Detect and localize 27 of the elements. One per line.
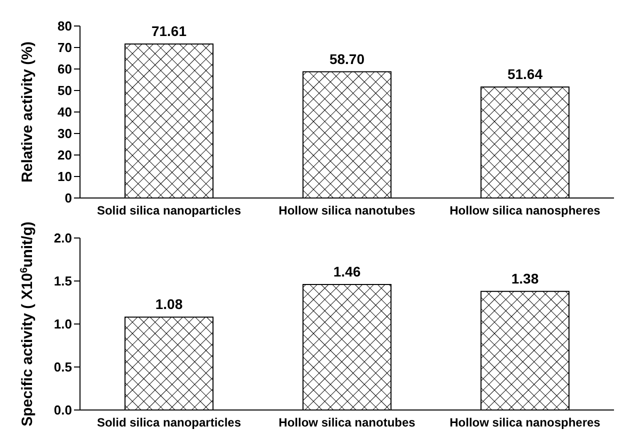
y-tick-label: 0.0 — [54, 402, 72, 418]
data-label: 1.46 — [333, 263, 361, 280]
data-label: 71.61 — [151, 23, 187, 40]
data-label: 1.08 — [155, 296, 183, 312]
y-tick-label: 70 — [58, 40, 72, 56]
x-tick-label: Hollow silica nanotubes — [278, 204, 416, 218]
x-tick-label: Hollow silica nanospheres — [450, 204, 601, 218]
y-tick-label: 2.0 — [54, 230, 72, 246]
data-label: 58.70 — [329, 50, 365, 67]
data-label: 51.64 — [507, 66, 543, 82]
y-tick-label: 0.5 — [54, 360, 72, 375]
y-tick-label: 0 — [64, 190, 72, 206]
x-tick-label: Hollow silica nanospheres — [450, 416, 601, 430]
x-tick-label: Hollow silica nanotubes — [278, 416, 416, 430]
x-tick-label: Solid silica nanoparticles — [96, 204, 242, 218]
y-tick-label: 1.5 — [54, 274, 72, 289]
y-tick-label: 20 — [58, 148, 72, 163]
y-tick-label: 80 — [58, 18, 72, 34]
y-tick-label: 1.0 — [54, 316, 72, 332]
y-tick-label: 50 — [58, 83, 72, 98]
data-label: 1.38 — [511, 270, 539, 286]
y-tick-label: 30 — [58, 126, 72, 142]
y-tick-label: 40 — [58, 104, 72, 120]
y-tick-label: 60 — [58, 62, 72, 77]
y-tick-label: 10 — [58, 169, 72, 184]
y-axis-title: Relative activity (%) — [19, 42, 36, 182]
x-tick-label: Solid silica nanoparticles — [96, 416, 242, 430]
